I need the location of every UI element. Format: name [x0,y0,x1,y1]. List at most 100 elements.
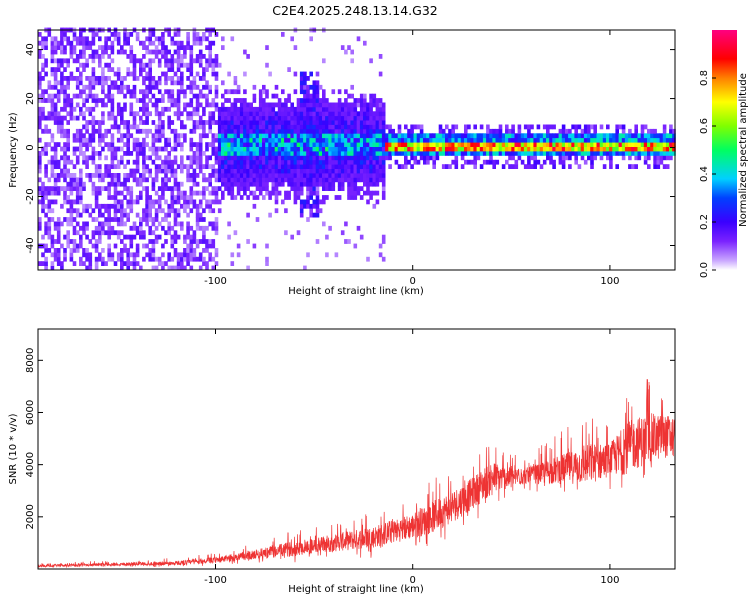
spectrogram-cell [381,151,386,156]
spectrogram-cell [195,111,200,117]
spectrogram-cell [255,120,260,125]
spectrogram-cell [233,98,238,103]
spectrogram-cell [44,256,48,262]
spectrogram-cell [227,173,231,178]
spectrogram-cell [227,115,231,121]
snr-xtick-label: 100 [600,575,619,586]
spectrogram-cell [145,62,149,68]
spectrogram-cell [246,177,250,183]
spectrogram-cell [85,84,89,90]
spectrogram-cell [574,155,578,161]
spectrogram-cell [385,133,389,139]
spectrogram-cell [85,265,89,271]
spectrogram-cell [224,181,228,187]
spectrogram-cell [198,49,203,55]
spectrogram-cell [344,111,348,117]
spectrogram-cell [56,124,61,130]
spectrogram-cell [98,203,102,209]
spectrogram-cell [312,199,317,205]
spectrogram-cell [82,137,86,143]
spectrogram-cell [63,36,67,42]
spectrogram-cell [381,115,386,121]
spectrogram-cell [56,111,61,117]
spectrogram-cell [653,146,657,152]
spectrogram-cell [306,142,310,147]
spectrogram-cell [281,133,285,139]
spectrogram-cell [142,128,146,134]
spectrogram-cell [56,217,61,222]
spectrogram-cell [290,102,294,108]
spectrogram-cell [56,93,61,99]
spectrogram-cell [470,142,474,147]
spectrogram-cell [268,102,272,108]
spectrogram-cell [233,106,238,112]
spectrogram-cell [227,128,231,134]
spectrogram-cell [293,106,298,112]
spectrogram-cell [653,151,657,156]
spectrogram-cell [88,93,93,99]
spectrogram-cell [195,159,200,165]
spectrogram-cell [91,49,96,55]
spectrogram-cell [363,151,367,156]
spectrogram-cell [202,234,206,240]
spectrogram-cell [53,102,58,108]
spectrogram-cell [91,84,96,90]
spectrogram-cell [416,151,421,156]
spectrogram-cell [211,239,216,244]
spectrogram-cell [170,190,175,196]
spectrogram-cell [508,164,512,169]
spectrogram-cell [252,177,257,183]
spectrogram-cell [334,146,339,152]
spectrogram-cell [347,102,351,108]
spectrogram-cell [536,137,541,143]
spectrogram-cell [180,261,184,266]
spectrogram-cell [135,142,140,147]
spectrogram-cell [227,98,231,103]
spectrogram-cell [606,133,610,139]
spectrogram-cell [214,168,219,174]
spectrogram-cell [347,133,351,139]
spectrogram-cell [50,49,55,55]
spectrogram-cell [195,190,200,196]
spectrogram-cell [381,111,386,117]
spectrogram-cell [284,120,288,125]
spectrogram-cell [104,173,108,178]
spectrogram-cell [161,159,165,165]
spectrogram-cell [306,106,310,112]
spectrogram-cell [53,80,58,86]
spectrogram-cell [221,115,225,121]
spectrogram-cell [63,32,67,37]
spectrogram-cell [640,124,645,130]
spectrogram-cell [202,67,206,72]
spectrogram-cell [239,155,244,161]
spectrogram-cell [233,115,238,121]
spectrogram-cell [47,248,52,253]
spectrogram-cell [265,111,269,117]
spectrogram-cell [214,261,219,266]
spectrogram-cell [271,190,276,196]
spectrogram-cell [211,71,216,77]
spectrogram-cell [123,248,127,253]
spectrogram-cell [170,54,175,59]
spectrogram-cell [315,203,320,209]
spectrogram-cell [129,234,134,240]
spectrogram-cell [277,159,282,165]
spectrogram-cell [309,190,313,196]
spectrogram-cell [637,155,642,161]
spectrogram-cell [176,45,181,50]
spectrogram-cell [340,106,345,112]
spectrogram-cell [312,84,317,90]
spectrogram-cell [180,203,184,209]
spectrogram-cell [296,146,301,152]
spectrogram-cell [309,102,313,108]
spectrogram-cell [72,173,77,178]
spectrogram-cell [299,128,304,134]
spectrogram-cell [221,137,225,143]
spectrogram-cell [375,177,380,183]
spectrogram-cell [306,137,310,143]
spectrogram-cell [344,164,348,169]
spectrogram-cell [287,181,291,187]
spectrogram-cell [369,98,373,103]
spectrogram-cell [445,164,449,169]
